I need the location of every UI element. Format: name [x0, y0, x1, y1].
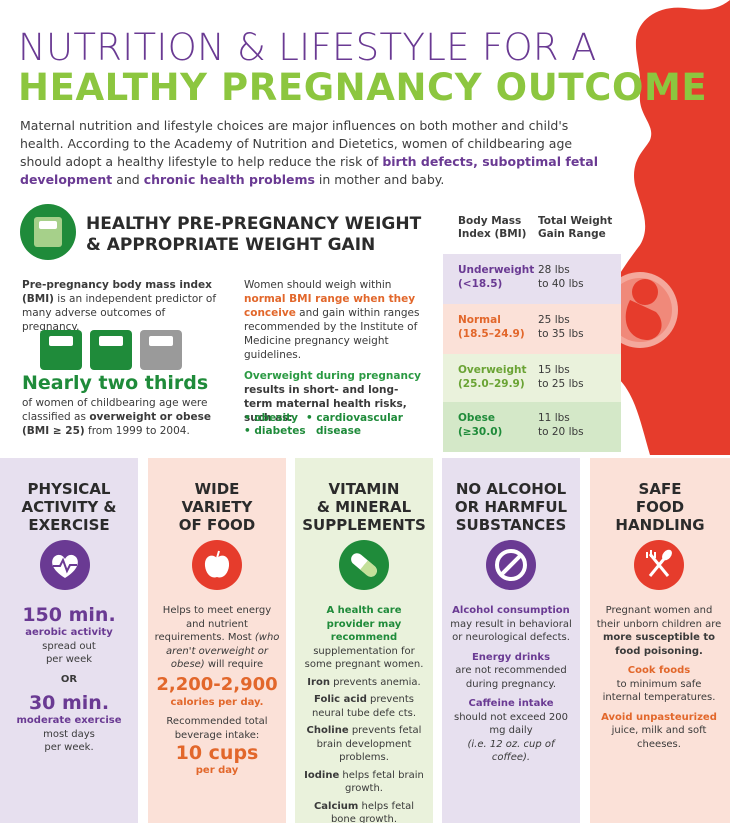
- scale-icon: [40, 330, 82, 370]
- card-variety-of-food: WIDE VARIETY OF FOOD Helps to meet energy …: [148, 458, 286, 823]
- gain-col-header: Total Weight Gain Range: [538, 215, 613, 240]
- gain-max: to 20 lbs: [538, 426, 584, 438]
- bmi-category: Underweight: [458, 264, 535, 276]
- bmi-col-header: Body Mass Index (BMI): [458, 215, 527, 240]
- card-heading: VITAMIN & MINERAL SUPPLEMENTS: [302, 480, 426, 534]
- gain-min: 25 lbs: [538, 314, 570, 326]
- overweight-risk-text: Overweight during pregnancy results in s…: [244, 370, 422, 424]
- pill-icon: [339, 540, 389, 590]
- bmi-predictor-text: Pre-pregnancy body mass index (BMI) is a…: [22, 279, 217, 333]
- gain-min: 11 lbs: [538, 412, 570, 424]
- cups-stat: 10 cups: [175, 742, 259, 764]
- title-line-1: NUTRITION & LIFESTYLE FOR A: [18, 26, 597, 69]
- intro-paragraph: Maternal nutrition and lifestyle choices…: [20, 118, 598, 187]
- card-heading: SAFE FOOD HANDLING: [615, 480, 705, 534]
- bmi-range: (25.0–29.9): [458, 378, 525, 390]
- prohibited-icon: [486, 540, 536, 590]
- apple-icon: [192, 540, 242, 590]
- gain-min: 15 lbs: [538, 364, 570, 376]
- card-heading: PHYSICAL ACTIVITY & EXERCISE: [21, 480, 117, 534]
- bmi-range: (<18.5): [458, 278, 503, 290]
- nearly-two-thirds: Nearly two thirds: [22, 372, 209, 394]
- heart-icon: [40, 540, 90, 590]
- card-heading: NO ALCOHOL OR HARMFUL SUBSTANCES: [454, 480, 568, 534]
- card-food-handling: SAFE FOOD HANDLING Pregnant women and thei…: [590, 458, 730, 823]
- fork-spoon-icon: [634, 540, 684, 590]
- bmi-range: (18.5–24.9): [458, 328, 525, 340]
- bmi-category: Normal: [458, 314, 501, 326]
- stat-30-min: 30 min.: [28, 692, 110, 714]
- bmi-row: Overweight (25.0–29.9) 15 lbs to 25 lbs: [443, 354, 621, 404]
- card-physical-activity: PHYSICAL ACTIVITY & EXERCISE 150 min. aero…: [0, 458, 138, 823]
- stat-150-min: 150 min.: [22, 604, 116, 626]
- bmi-range: (≥30.0): [458, 426, 503, 438]
- gain-max: to 40 lbs: [538, 278, 584, 290]
- fetus-icon: [602, 272, 678, 348]
- scale-icon: [20, 204, 76, 260]
- card-vitamins: VITAMIN & MINERAL SUPPLEMENTS A health car…: [295, 458, 433, 823]
- scale-icon: [140, 330, 182, 370]
- calorie-stat: 2,200-2,900: [156, 673, 278, 695]
- weight-heading: HEALTHY PRE-PREGNANCY WEIGHT & APPROPRIAT…: [86, 214, 422, 255]
- title-line-2: HEALTHY PREGNANCY OUTCOME: [18, 66, 708, 109]
- scale-icon: [90, 330, 132, 370]
- gain-max: to 35 lbs: [538, 328, 584, 340]
- card-no-alcohol: NO ALCOHOL OR HARMFUL SUBSTANCES Alcohol c…: [442, 458, 580, 823]
- bmi-row: Underweight (<18.5) 28 lbs to 40 lbs: [443, 254, 621, 304]
- pregnant-woman-figure: [600, 0, 730, 455]
- bmi-row: Obese (≥30.0) 11 lbs to 20 lbs: [443, 402, 621, 452]
- bmi-row: Normal (18.5–24.9) 25 lbs to 35 lbs: [443, 304, 621, 354]
- gain-min: 28 lbs: [538, 264, 570, 276]
- gain-max: to 25 lbs: [538, 378, 584, 390]
- card-heading: WIDE VARIETY OF FOOD: [178, 480, 256, 534]
- obesity-stat-text: of women of childbearing age were classi…: [22, 397, 212, 437]
- bmi-category: Overweight: [458, 364, 527, 376]
- bmi-category: Obese: [458, 412, 495, 424]
- weigh-within-text: Women should weigh within normal BMI ran…: [244, 279, 420, 361]
